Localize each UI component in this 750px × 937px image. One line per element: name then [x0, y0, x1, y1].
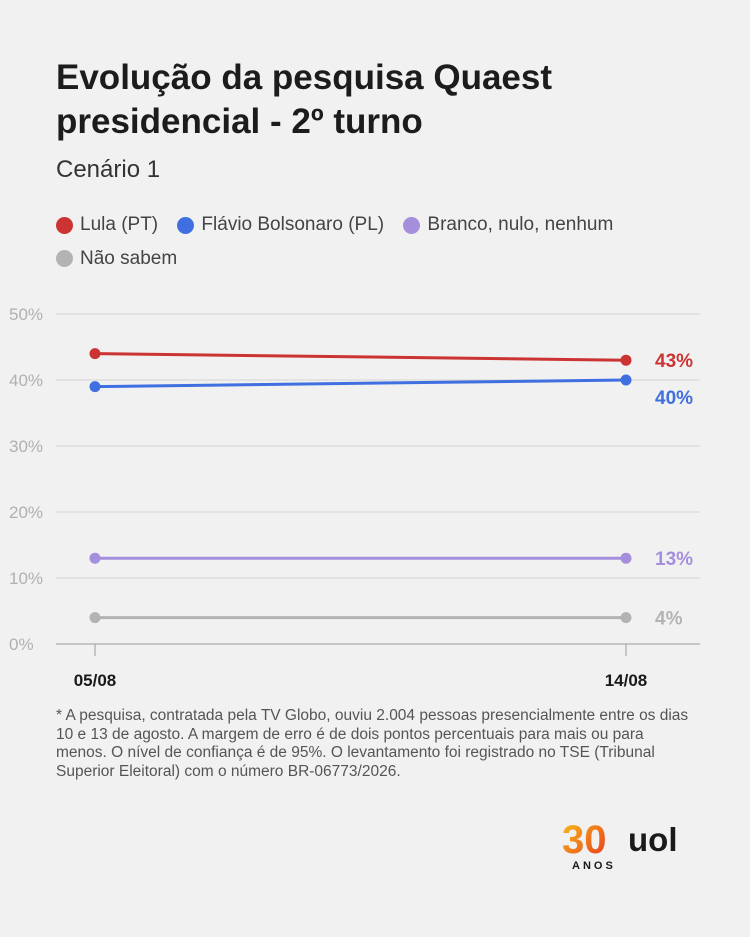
legend-label-nao-sabem: Não sabem	[80, 247, 178, 269]
legend-item-branco: Branco, nulo, nenhum	[403, 210, 613, 240]
y-tick-label-20: 20%	[9, 503, 43, 522]
end-label-0: 43%	[655, 351, 693, 372]
footnote: * A pesquisa, contratada pela TV Globo, …	[56, 707, 689, 780]
legend-dot-bolsonaro	[177, 216, 195, 234]
legend-dot-lula	[56, 216, 73, 234]
end-label-3: 4%	[655, 609, 683, 630]
legend-item-bolsonaro: Flávio Bolsonaro (PL)	[177, 210, 384, 240]
end-label-1: 40%	[655, 388, 693, 409]
legend-item-nao-sabem: Não sabem	[56, 244, 177, 274]
series-line-0	[94, 352, 627, 362]
legend-label-bolsonaro: Flávio Bolsonaro (PL)	[201, 214, 385, 235]
logo-30-text: 30	[562, 818, 607, 862]
series-point-3-1	[620, 612, 632, 624]
x-tick-label-0: 05/08	[74, 671, 117, 690]
y-tick-label-0: 0%	[9, 635, 34, 654]
legend-label-branco: Branco, nulo, nenhum	[427, 214, 614, 235]
legend-dot-branco	[403, 216, 421, 234]
uol-30-anos-logo: 30 ANOS uol	[562, 818, 677, 872]
legend: Lula (PT) Flávio Bolsonaro (PL) Branco, …	[56, 210, 716, 277]
series-point-0-1	[620, 354, 632, 366]
series-point-0-0	[89, 348, 101, 360]
series-point-2-0	[89, 552, 101, 564]
y-tick-label-30: 30%	[9, 437, 43, 456]
chart-title: Evolução da pesquisa Quaest presidencial…	[56, 56, 696, 144]
line-chart: 0% 10% 20% 30% 40% 50% 05/08 14/08 43% 40% 13% 4%	[9, 305, 700, 690]
legend-dot-nao-sabem	[56, 250, 73, 267]
logo-anos-text: ANOS	[572, 860, 616, 872]
series-line-1	[94, 378, 627, 389]
series-point-3-0	[89, 612, 101, 624]
y-tick-label-10: 10%	[9, 569, 43, 588]
legend-label-lula: Lula (PT)	[80, 214, 159, 235]
x-tick-label-1: 14/08	[605, 671, 648, 690]
series-point-2-1	[620, 552, 632, 564]
y-tick-label-40: 40%	[9, 371, 43, 390]
series-point-1-0	[89, 381, 101, 393]
title-line-2: presidencial - 2º turno	[56, 102, 423, 141]
y-tick-label-50: 50%	[9, 305, 43, 324]
chart-subtitle: Cenário 1	[56, 156, 161, 183]
series-point-1-1	[620, 374, 632, 386]
legend-item-lula: Lula (PT)	[56, 210, 158, 240]
title-line-1: Evolução da pesquisa Quaest	[56, 58, 552, 97]
end-label-2: 13%	[655, 549, 693, 570]
logo-uol-text: uol	[628, 821, 677, 858]
